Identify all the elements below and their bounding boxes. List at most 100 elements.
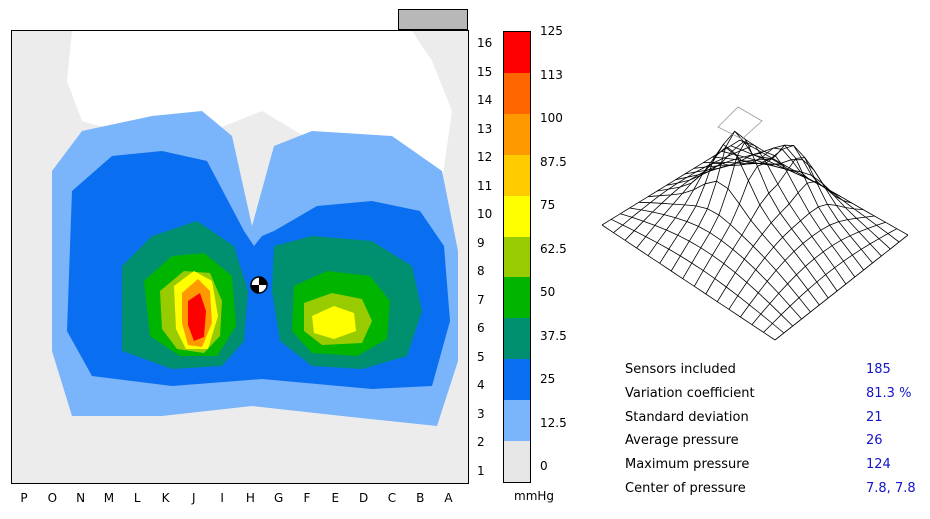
column-label: J xyxy=(192,491,196,505)
wireframe-line xyxy=(774,234,909,341)
column-label: I xyxy=(220,491,224,505)
wireframe-line xyxy=(666,130,838,292)
row-label: 7 xyxy=(477,292,485,307)
legend-swatch xyxy=(504,32,530,73)
legend-swatch xyxy=(504,277,530,319)
wireframe-line xyxy=(728,203,864,310)
wireframe-line xyxy=(629,207,802,320)
row-label: 9 xyxy=(477,235,485,250)
column-label: F xyxy=(303,491,311,505)
pressure-map-svg xyxy=(12,31,468,483)
wireframe-line xyxy=(751,221,886,325)
stat-label: Center of pressure xyxy=(625,481,746,496)
stat-value: 26 xyxy=(866,433,883,449)
row-label: 14 xyxy=(477,93,493,107)
stat-label: Sensors included xyxy=(625,362,736,377)
wireframe-line xyxy=(670,130,808,272)
legend-value: 25 xyxy=(540,372,556,386)
map-zone-125 xyxy=(188,293,206,341)
map-tab[interactable] xyxy=(398,9,468,30)
wireframe-mesh xyxy=(601,106,909,341)
legend-value: 37.5 xyxy=(540,328,567,343)
legend-value: 50 xyxy=(540,285,556,299)
stat-value: 185 xyxy=(866,362,891,377)
legend-value: 113 xyxy=(540,67,563,82)
stat-label: Maximum pressure xyxy=(625,457,750,473)
row-label: 4 xyxy=(477,378,485,392)
column-label: B xyxy=(416,491,425,505)
row-label: 1 xyxy=(477,463,485,478)
legend-swatch xyxy=(504,400,530,442)
column-label: M xyxy=(103,491,115,505)
row-label: 6 xyxy=(477,321,485,335)
column-label: A xyxy=(444,491,453,505)
column-label: L xyxy=(133,491,141,505)
wireframe-line xyxy=(693,144,830,287)
wireframe-line xyxy=(638,201,811,313)
legend-value: 0 xyxy=(540,459,548,473)
wireframe-line xyxy=(703,145,873,264)
legend-swatch xyxy=(504,318,530,360)
wireframe-line xyxy=(721,150,891,250)
wireframe-line xyxy=(611,218,785,334)
row-label: 2 xyxy=(477,435,485,449)
row-label: 10 xyxy=(477,207,493,221)
stat-label: Average pressure xyxy=(625,433,739,449)
legend-value: 100 xyxy=(540,111,563,125)
legend-swatch xyxy=(504,154,530,196)
column-label: O xyxy=(47,491,58,505)
legend-value: 75 xyxy=(540,198,556,212)
legend-swatch xyxy=(504,113,530,155)
stat-value: 21 xyxy=(866,409,883,425)
row-label: 13 xyxy=(477,121,493,136)
wireframe-line xyxy=(647,180,820,306)
wireframe-line xyxy=(712,156,882,257)
row-label: 15 xyxy=(477,64,493,79)
wireframe-backrest xyxy=(717,106,763,140)
wireframe-line xyxy=(716,180,853,302)
row-label: 3 xyxy=(477,406,485,421)
wireframe-line xyxy=(636,158,774,249)
pressure-map xyxy=(11,30,469,484)
column-label: N xyxy=(76,491,86,505)
wireframe-line xyxy=(675,141,847,285)
column-label: P xyxy=(20,491,28,505)
legend-value: 12.5 xyxy=(540,415,567,430)
legend-swatch xyxy=(504,359,530,401)
legend-swatch xyxy=(504,72,530,114)
row-label: 8 xyxy=(477,264,485,278)
wireframe-line xyxy=(601,224,776,341)
column-label: H xyxy=(245,491,255,505)
column-label: D xyxy=(358,491,369,505)
column-label: G xyxy=(274,491,284,505)
center-of-pressure-marker xyxy=(250,276,268,294)
stat-value: 7.8, 7.8 xyxy=(866,481,916,496)
legend-unit: mmHg xyxy=(514,489,555,503)
legend-value: 87.5 xyxy=(540,154,567,169)
wireframe-line xyxy=(620,213,793,327)
legend-swatch xyxy=(504,441,530,482)
legend-color-bar xyxy=(503,31,531,483)
row-label: 16 xyxy=(477,36,493,50)
stat-value: 81.3 % xyxy=(866,385,912,401)
wireframe-surface xyxy=(601,106,909,341)
legend-value: 62.5 xyxy=(540,241,567,256)
stat-label: Standard deviation xyxy=(625,409,749,425)
column-label: K xyxy=(161,491,170,505)
wireframe-line xyxy=(705,157,841,295)
map-zone-75-right xyxy=(312,306,356,339)
stat-label: Variation coefficient xyxy=(625,385,755,401)
wireframe-line xyxy=(657,146,829,299)
wireframe-line xyxy=(659,143,797,264)
wireframe-line xyxy=(740,215,875,318)
legend-value: 125 xyxy=(540,24,563,38)
legend-swatch xyxy=(504,195,530,237)
column-label: C xyxy=(387,491,397,505)
stat-value: 124 xyxy=(866,457,891,473)
row-label: 5 xyxy=(477,349,485,364)
column-label: E xyxy=(331,491,340,505)
wireframe-line xyxy=(763,228,897,333)
wireframe-line xyxy=(682,139,819,279)
row-label: 11 xyxy=(477,178,493,193)
wireframe-line xyxy=(693,144,865,271)
